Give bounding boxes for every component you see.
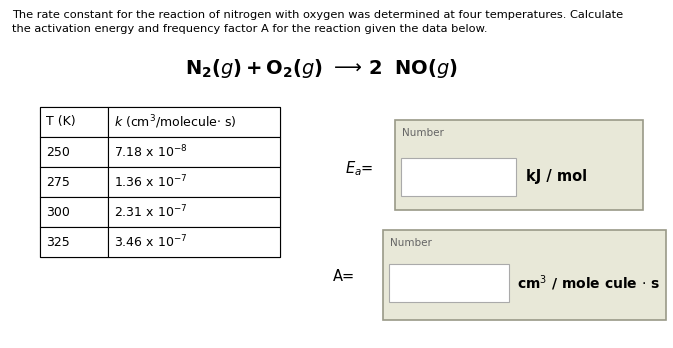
Bar [40, 107, 108, 137]
Bar [383, 230, 666, 320]
Text: 300: 300 [46, 206, 70, 219]
Bar [108, 167, 280, 197]
Text: kJ / mol: kJ / mol [526, 169, 587, 184]
Text: 3.46 x 10$^{-7}$: 3.46 x 10$^{-7}$ [114, 234, 187, 250]
Text: Number: Number [402, 128, 444, 138]
Text: Number: Number [390, 238, 432, 248]
Bar [40, 227, 108, 257]
Text: $E_a$=: $E_a$= [345, 159, 374, 178]
Bar [40, 227, 108, 257]
Bar [108, 107, 280, 137]
Text: 250: 250 [46, 145, 70, 158]
Text: 2.31 x 10$^{-7}$: 2.31 x 10$^{-7}$ [114, 204, 187, 220]
Text: T (K): T (K) [46, 116, 75, 128]
Bar [40, 197, 108, 227]
Bar [108, 167, 280, 197]
Bar [40, 197, 108, 227]
Bar [40, 167, 108, 197]
Text: 325: 325 [46, 236, 70, 248]
Bar [40, 137, 108, 167]
Text: The rate constant for the reaction of nitrogen with oxygen was determined at fou: The rate constant for the reaction of ni… [12, 10, 623, 20]
Bar [40, 107, 108, 137]
Bar [108, 197, 280, 227]
Bar [395, 120, 643, 210]
Text: A=: A= [333, 269, 355, 284]
Text: cm$^3$ / mole cule $\cdot$ s: cm$^3$ / mole cule $\cdot$ s [517, 273, 660, 293]
Text: 275: 275 [46, 175, 70, 189]
Text: 7.18 x 10$^{-8}$: 7.18 x 10$^{-8}$ [114, 144, 188, 160]
Text: $\mathbf{2\ \ NO(}$$\mathbf{\mathit{g}}$$\mathbf{)}$: $\mathbf{2\ \ NO(}$$\mathbf{\mathit{g}}$… [368, 57, 458, 80]
Text: the activation energy and frequency factor A for the reaction given the data bel: the activation energy and frequency fact… [12, 24, 487, 34]
Text: 1.36 x 10$^{-7}$: 1.36 x 10$^{-7}$ [114, 174, 187, 190]
Bar [108, 197, 280, 227]
Bar [108, 137, 280, 167]
Bar [40, 137, 108, 167]
Bar [108, 227, 280, 257]
Bar [108, 107, 280, 137]
Text: $\longrightarrow$: $\longrightarrow$ [330, 57, 363, 76]
Text: $k$ (cm$^3$/molecule$\cdot$ s): $k$ (cm$^3$/molecule$\cdot$ s) [114, 113, 237, 131]
Text: $\mathbf{N_2(}$$\mathbf{\mathit{g}}$$\mathbf{)+O_2(}$$\mathbf{\mathit{g}}$$\math: $\mathbf{N_2(}$$\mathbf{\mathit{g}}$$\ma… [185, 57, 323, 80]
Bar [108, 227, 280, 257]
Bar [389, 264, 509, 302]
Bar [401, 158, 516, 196]
Bar [108, 137, 280, 167]
Bar [40, 167, 108, 197]
